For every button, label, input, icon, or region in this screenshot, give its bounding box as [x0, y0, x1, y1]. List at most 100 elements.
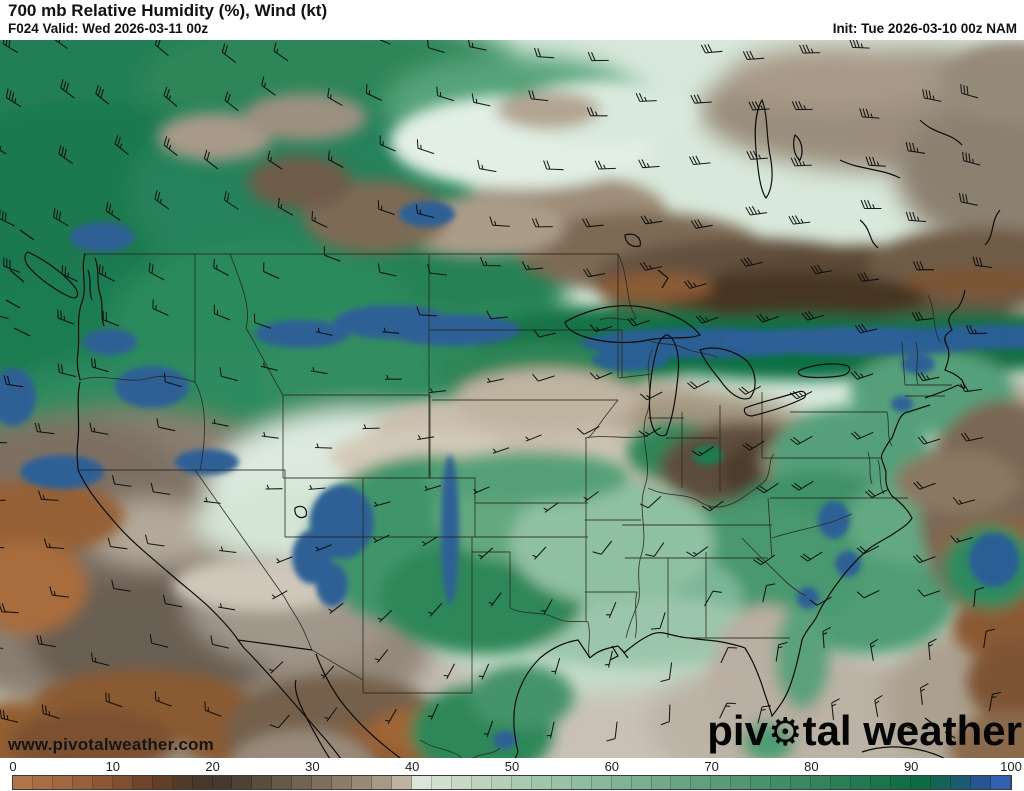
wind-barb: [144, 534, 165, 547]
wind-barb: [857, 272, 879, 282]
wind-barb: [856, 545, 880, 555]
wind-barb: [211, 419, 229, 427]
wind-barb: [95, 84, 110, 105]
wind-barb: [471, 93, 491, 107]
wind-barb: [638, 159, 660, 169]
wind-barb: [58, 144, 74, 165]
colorbar-segment: [52, 776, 73, 789]
wind-barb: [606, 601, 617, 619]
wind-barb: [219, 546, 237, 554]
wind-barb: [377, 200, 395, 216]
brand-suffix: tal weather: [802, 707, 1022, 754]
wind-barb: [0, 315, 9, 320]
wind-barb: [223, 191, 239, 210]
wind-barb: [854, 323, 878, 334]
wind-barb: [790, 157, 812, 167]
wind-barb: [965, 324, 987, 335]
wind-barb: [983, 628, 996, 649]
wind-barb: [958, 192, 978, 206]
wind-barb: [111, 475, 132, 487]
wind-barb: [269, 714, 290, 729]
wind-barb: [688, 155, 711, 166]
wind-barb: [105, 692, 123, 708]
wind-barb: [468, 40, 487, 51]
wind-barb: [90, 652, 110, 667]
wind-barb: [586, 107, 608, 117]
wind-barb: [645, 542, 665, 557]
wind-barb: [686, 546, 709, 558]
wind-barb: [98, 264, 115, 282]
wind-barb: [260, 362, 278, 371]
colorbar-segment: [292, 776, 313, 789]
wind-barb: [261, 431, 279, 439]
wind-barb: [263, 262, 280, 279]
colorbar-segment: [751, 776, 772, 789]
wind-barb: [528, 90, 549, 102]
wind-barb: [960, 383, 982, 393]
colorbar-segment: [372, 776, 393, 789]
colorbar-segment: [990, 776, 1011, 789]
wind-barb: [315, 544, 332, 552]
colorbar-segment: [451, 776, 472, 789]
wind-barb: [323, 246, 341, 262]
wind-barb: [267, 150, 283, 170]
colorbar-segment: [791, 776, 812, 789]
colorbar-tick-label: 20: [205, 759, 220, 774]
wind-barb: [43, 538, 65, 550]
wind-barb: [373, 501, 391, 507]
wind-barb: [429, 388, 447, 394]
wind-barb: [701, 500, 724, 512]
colorbar-segment: [92, 776, 113, 789]
wind-barb: [154, 40, 169, 57]
colorbar-segment: [631, 776, 652, 789]
wind-barb: [639, 496, 662, 509]
colorbar-strip: [12, 775, 1012, 790]
wind-barb: [810, 264, 833, 275]
wind-barb: [61, 265, 78, 282]
wind-barb: [860, 199, 882, 210]
wind-barb: [365, 84, 382, 101]
wind-barb: [89, 422, 109, 435]
rh-wind-map: [0, 40, 1024, 758]
wind-barb: [745, 206, 768, 216]
colorbar-segment: [671, 776, 692, 789]
wind-barb: [271, 590, 288, 600]
colorbar-segment: [611, 776, 632, 789]
wind-barb: [704, 590, 722, 607]
wind-barb: [822, 626, 832, 649]
wind-barb: [152, 299, 169, 316]
colorbar-segment: [651, 776, 672, 789]
wind-barb: [604, 650, 613, 668]
wind-barb: [221, 43, 237, 64]
wind-barb: [850, 431, 874, 440]
colorbar-segment: [851, 776, 871, 789]
colorbar-tick-label: 80: [804, 759, 819, 774]
wind-barb: [38, 490, 59, 501]
wind-barb: [742, 50, 765, 61]
wind-barb: [865, 156, 886, 167]
wind-barb: [831, 698, 840, 720]
wind-barb: [988, 691, 1002, 712]
wind-barb: [809, 596, 832, 606]
colorbar-segment: [950, 776, 971, 789]
wind-barb: [57, 309, 75, 325]
wind-barb: [373, 534, 390, 543]
wind-barb: [775, 641, 788, 662]
wind-barb: [962, 151, 981, 166]
wind-barb: [800, 551, 823, 562]
wind-barb: [627, 317, 650, 327]
wind-barb: [308, 484, 326, 490]
wind-barb: [377, 609, 393, 623]
wind-barb: [268, 661, 284, 674]
wind-barb: [5, 88, 22, 108]
colorbar-segment: [890, 776, 911, 789]
wind-barb: [720, 646, 738, 664]
wind-barb: [41, 704, 60, 720]
wind-barb: [576, 426, 600, 435]
wind-barb: [163, 136, 178, 157]
wind-barb: [0, 647, 4, 649]
wind-barb: [683, 280, 707, 289]
wind-barb: [492, 447, 510, 454]
wind-barb: [687, 380, 710, 390]
wind-barb: [311, 211, 328, 228]
